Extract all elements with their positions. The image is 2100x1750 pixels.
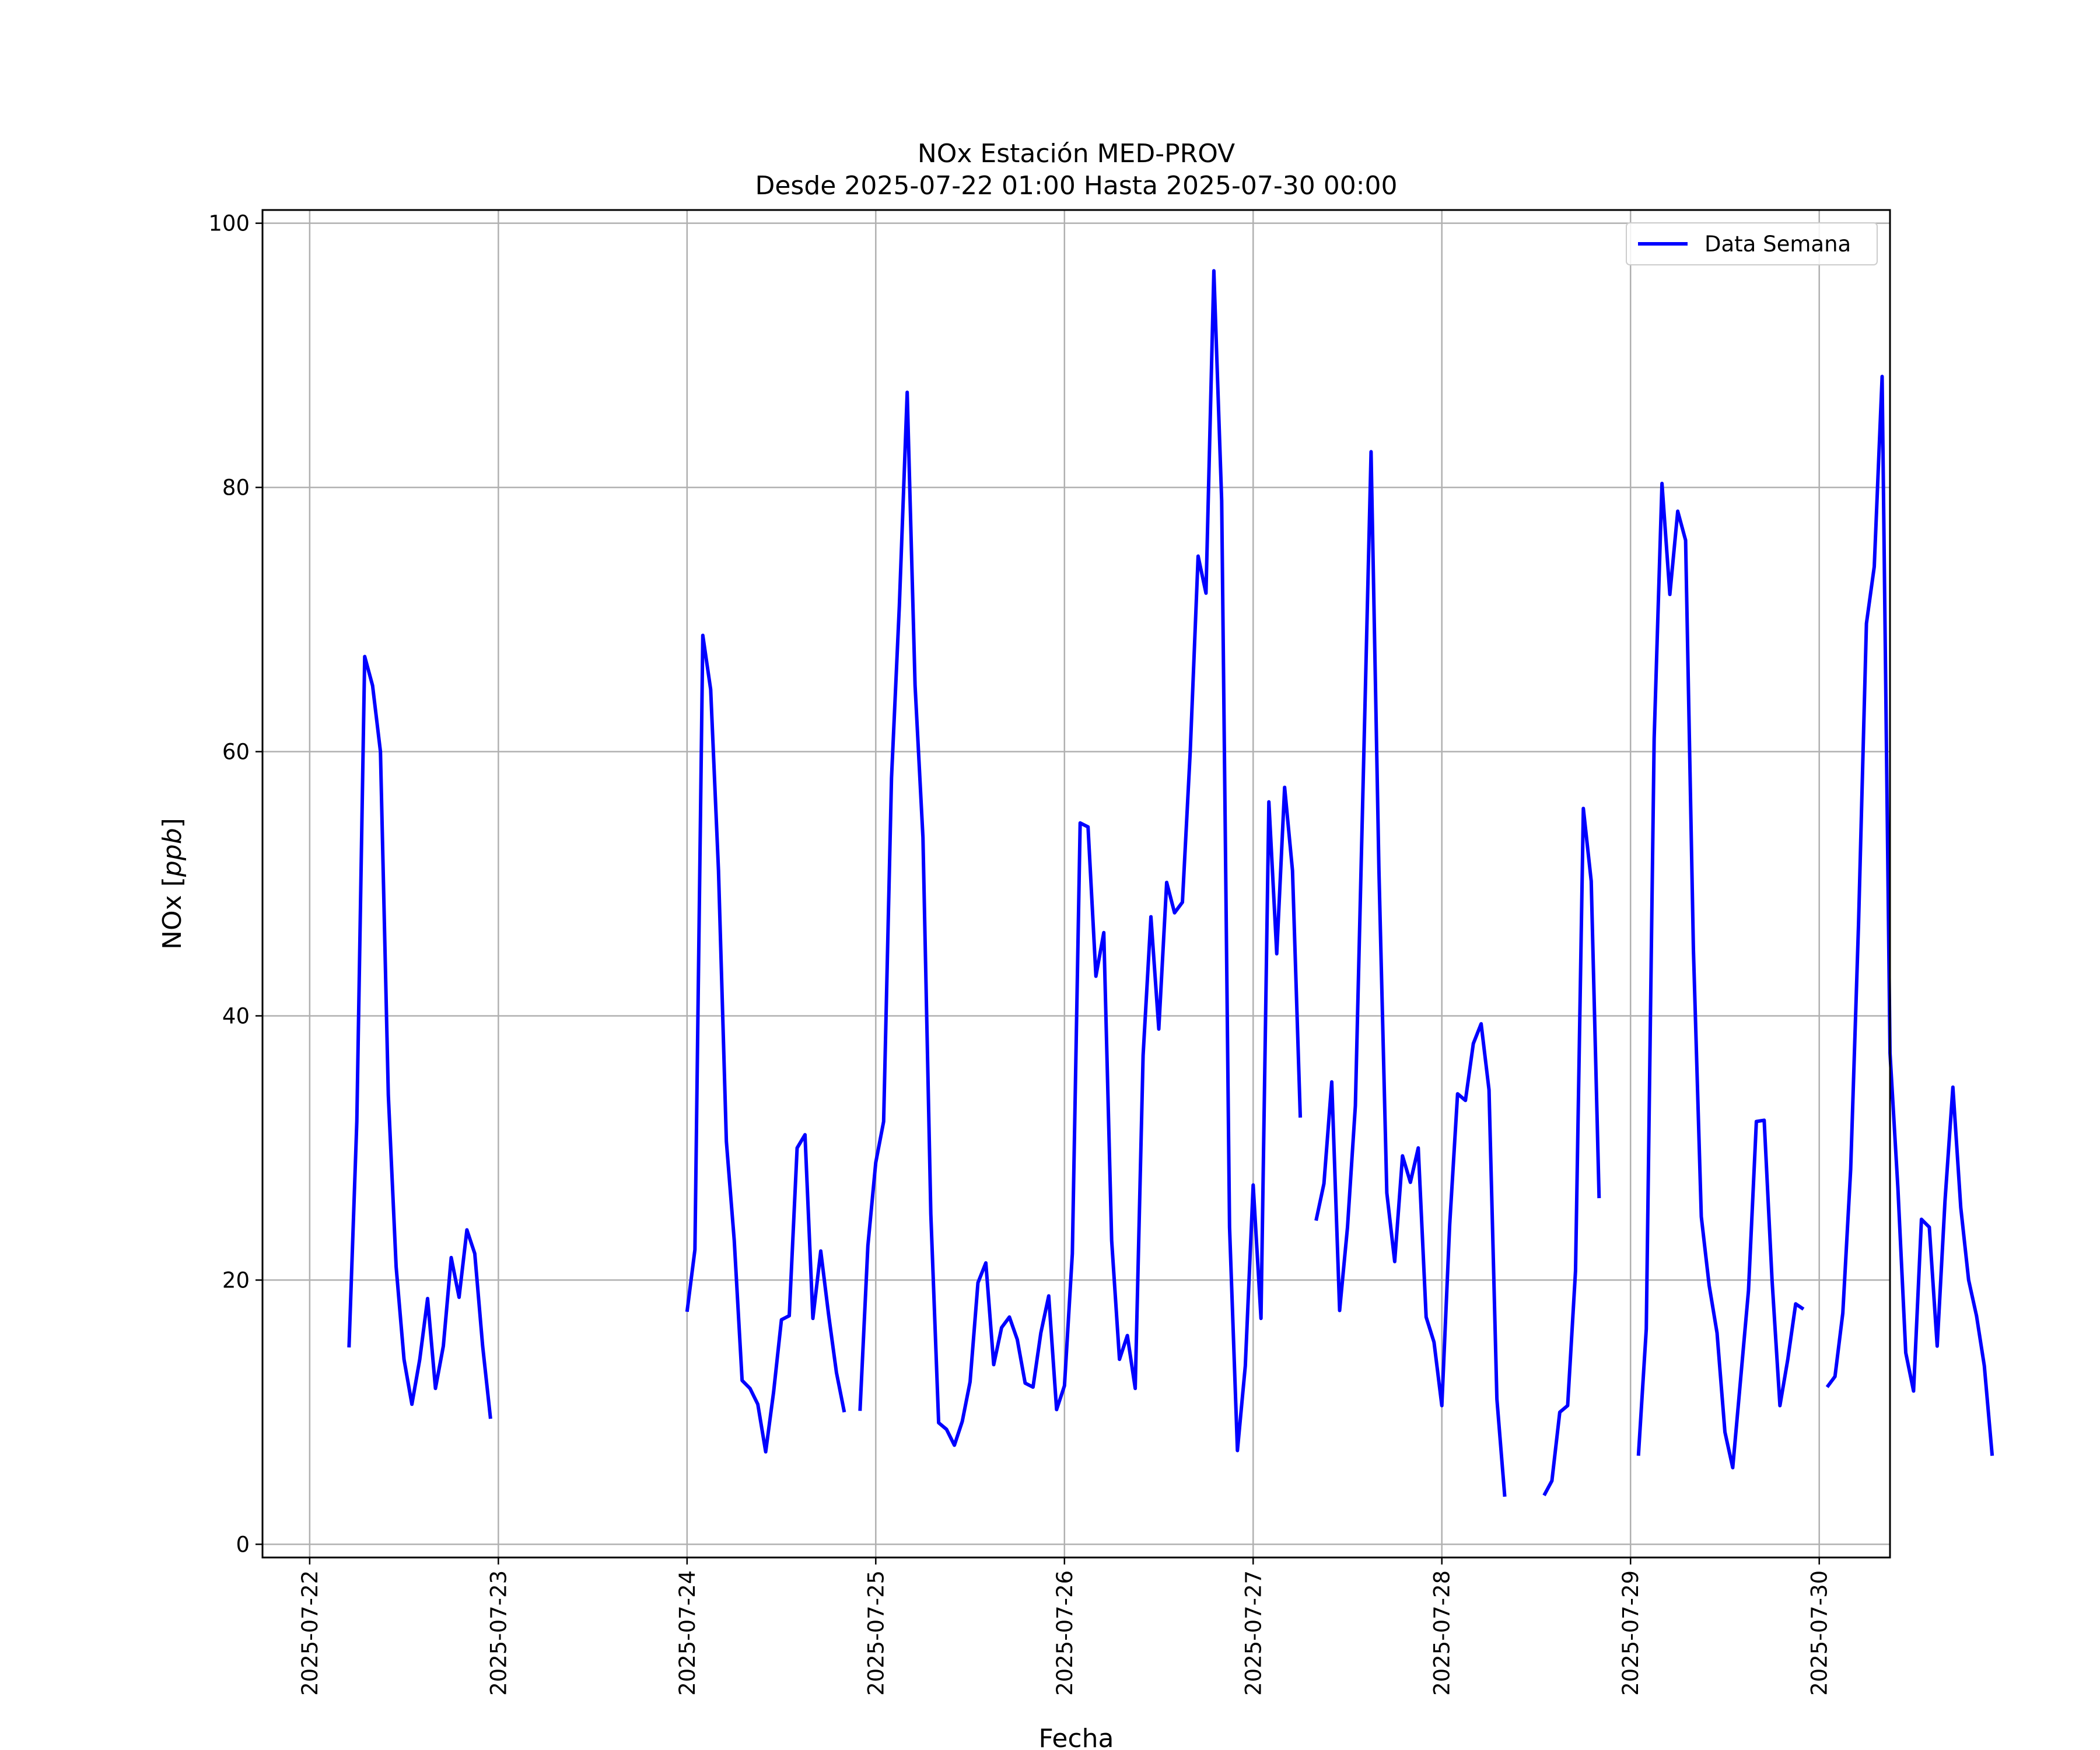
legend: Data Semana [1626, 222, 1878, 265]
y-tick-label: 0 [236, 1532, 250, 1557]
y-tick-label: 100 [208, 211, 250, 236]
x-tick-label: 2025-07-25 [863, 1570, 888, 1696]
y-axis-label-unit: ppb [158, 828, 187, 877]
x-tick-label: 2025-07-27 [1241, 1570, 1266, 1696]
y-axis: 0 20 40 60 80 100 [208, 211, 262, 1557]
legend-label-data-semana: Data Semana [1704, 232, 1851, 257]
series-line-data-semana [347, 654, 492, 1419]
x-tick-label: 2025-07-26 [1052, 1570, 1077, 1696]
grid-lines [262, 210, 1890, 1558]
x-tick-label: 2025-07-24 [675, 1570, 700, 1696]
chart-title: NOx Estación MED-PROV [918, 139, 1235, 169]
legend-box [1626, 222, 1878, 265]
y-tick-label: 80 [222, 475, 250, 501]
x-tick-label: 2025-07-29 [1618, 1570, 1643, 1696]
series-line-data-semana [1542, 806, 1601, 1497]
series-line-data-semana [1314, 450, 1507, 1497]
y-tick-label: 40 [222, 1003, 250, 1028]
series-layer [347, 269, 1994, 1497]
x-axis-label: Fecha [1038, 1724, 1114, 1750]
x-tick-label: 2025-07-22 [298, 1570, 323, 1696]
y-tick-label: 20 [222, 1268, 250, 1293]
x-tick-label: 2025-07-28 [1430, 1570, 1455, 1696]
x-tick-label: 2025-07-23 [486, 1570, 511, 1696]
x-axis: 2025-07-22 2025-07-23 2025-07-24 2025-07-25… [298, 1558, 1832, 1696]
series-line-data-semana [685, 634, 846, 1454]
y-axis-label: NOx [ppb] [158, 818, 187, 950]
series-line-data-semana [858, 269, 1303, 1452]
series-line-data-semana [1825, 374, 1994, 1456]
x-tick-label: 2025-07-30 [1807, 1570, 1832, 1696]
y-axis-label-suffix: ] [158, 818, 187, 828]
y-axis-label-prefix: NOx [ [158, 877, 187, 950]
plot-frame [261, 209, 1891, 1559]
y-tick-label: 60 [222, 740, 250, 765]
chart-subtitle: Desde 2025-07-22 01:00 Hasta 2025-07-30 … [755, 171, 1397, 201]
series-line-data-semana [1636, 481, 1805, 1469]
